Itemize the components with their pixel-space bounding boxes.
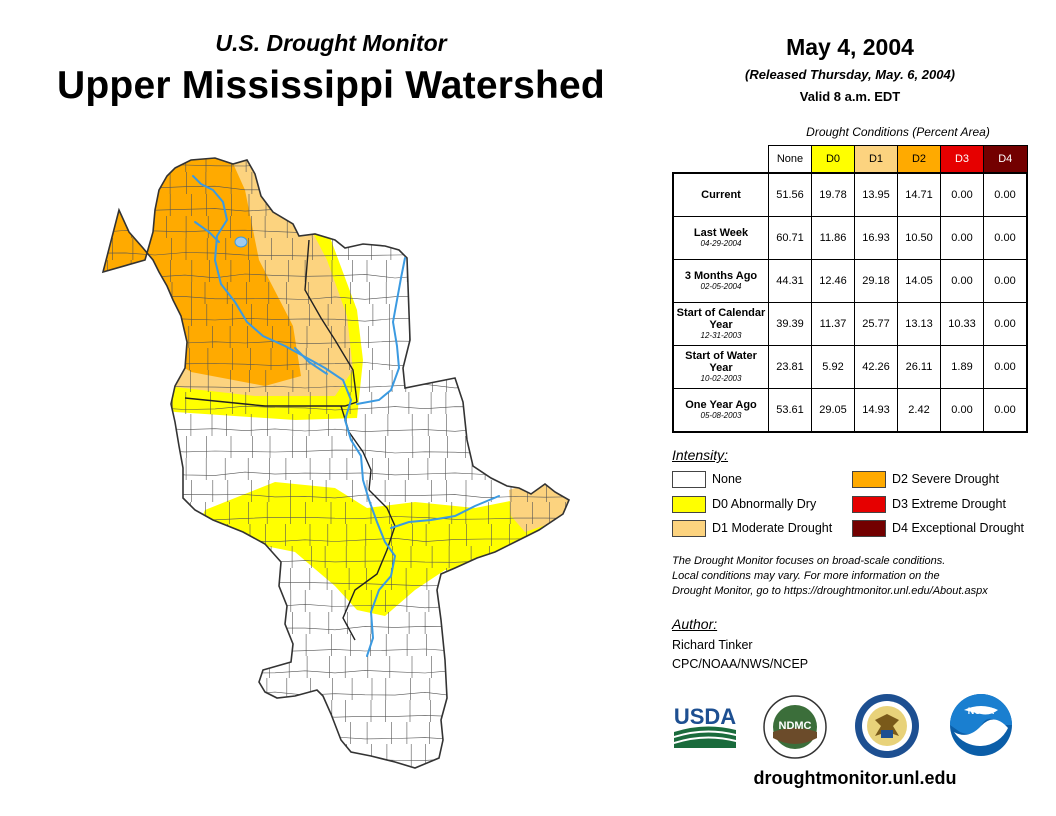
table-cell: 0.00 <box>940 172 984 217</box>
table-cell: 29.05 <box>811 388 855 433</box>
column-header-d0: D0 <box>811 145 855 174</box>
table-cell: 11.86 <box>811 216 855 260</box>
row-label: Start of Calendar Year 12-31-2003 <box>672 302 769 346</box>
map-date: May 4, 2004 <box>786 34 914 60</box>
table-cell: 10.50 <box>897 216 941 260</box>
table-cell: 12.46 <box>811 259 855 303</box>
column-header-d1: D1 <box>854 145 898 174</box>
ndmc-logo-text: NDMC <box>779 720 812 732</box>
table-cell: 19.78 <box>811 172 855 217</box>
legend-label-d2: D2 Severe Drought <box>892 472 1000 486</box>
table-cell: 13.13 <box>897 302 941 346</box>
table-cell: 29.18 <box>854 259 898 303</box>
table-cell: 0.00 <box>940 388 984 433</box>
intensity-title: Intensity: <box>672 447 729 463</box>
table-row: Current 51.56 19.78 13.95 14.71 0.00 0.0… <box>672 172 1028 217</box>
table-cell: 0.00 <box>983 259 1028 303</box>
legend-label-none: None <box>712 472 742 486</box>
table-cell: 0.00 <box>983 216 1028 260</box>
legend-label-d1: D1 Moderate Drought <box>712 521 833 535</box>
table-cell: 0.00 <box>983 172 1028 217</box>
legend-label-d3: D3 Extreme Drought <box>892 497 1006 511</box>
row-date: 04-29-2004 <box>700 239 742 248</box>
release-date: (Released Thursday, May. 6, 2004) <box>744 67 956 82</box>
table-cell: 14.93 <box>854 388 898 433</box>
legend-swatch-d2 <box>852 471 886 488</box>
note-line: The Drought Monitor focuses on broad-sca… <box>672 555 946 567</box>
table-cell: 11.37 <box>811 302 855 346</box>
table-cell: 23.81 <box>768 345 812 389</box>
table-cell: 0.00 <box>940 259 984 303</box>
noaa-logo: NOAA <box>950 694 1012 756</box>
table-cell: 0.00 <box>983 345 1028 389</box>
row-label: Start of Water Year 10-02-2003 <box>672 345 769 389</box>
row-label: Last Week 04-29-2004 <box>672 216 769 260</box>
note-line: Local conditions may vary. For more info… <box>672 570 940 582</box>
disclaimer-note: The Drought Monitor focuses on broad-sca… <box>672 554 1052 599</box>
table-cell: 0.00 <box>983 302 1028 346</box>
author-name: Richard Tinker <box>672 638 753 652</box>
legend-swatch-d1 <box>672 520 706 537</box>
table-cell: 0.00 <box>983 388 1028 433</box>
row-date: 05-08-2003 <box>700 411 742 420</box>
table-row: One Year Ago 05-08-2003 53.61 29.05 14.93… <box>672 388 1028 433</box>
legend-label-d4: D4 Exceptional Drought <box>892 521 1025 535</box>
table-cell: 42.26 <box>854 345 898 389</box>
column-header-d2: D2 <box>897 145 941 174</box>
table-cell: 16.93 <box>854 216 898 260</box>
row-date: 10-02-2003 <box>700 374 742 383</box>
ndmc-logo: NDMC <box>763 695 827 759</box>
map-title: Upper Mississippi Watershed <box>57 64 605 107</box>
table-cell: 51.56 <box>768 172 812 217</box>
table-cell: 5.92 <box>811 345 855 389</box>
column-header-none: None <box>768 145 812 174</box>
table-cell: 1.89 <box>940 345 984 389</box>
table-corner <box>673 146 769 174</box>
table-cell: 14.05 <box>897 259 941 303</box>
table-cell: 13.95 <box>854 172 898 217</box>
usda-logo-text: USDA <box>674 704 736 729</box>
table-row: 3 Months Ago 02-05-2004 44.31 12.46 29.18… <box>672 259 1028 303</box>
table-cell: 2.42 <box>897 388 941 433</box>
row-date: 02-05-2004 <box>700 282 742 291</box>
legend-swatch-d3 <box>852 496 886 513</box>
table-cell: 44.31 <box>768 259 812 303</box>
table-cell: 25.77 <box>854 302 898 346</box>
legend-swatch-d0 <box>672 496 706 513</box>
author-title: Author: <box>672 616 718 632</box>
conditions-title: Drought Conditions (Percent Area) <box>806 125 990 139</box>
legend-label-d0: D0 Abnormally Dry <box>712 497 817 511</box>
table-cell: 60.71 <box>768 216 812 260</box>
table-header-row: None D0 D1 D2 D3 D4 <box>673 145 1028 174</box>
commerce-seal-logo <box>855 694 919 758</box>
legend-swatch-none <box>672 471 706 488</box>
table-cell: 10.33 <box>940 302 984 346</box>
conditions-table: None D0 D1 D2 D3 D4 Current 51.56 19.78 … <box>672 145 1028 433</box>
table-cell: 39.39 <box>768 302 812 346</box>
row-label: One Year Ago 05-08-2003 <box>672 388 769 433</box>
website-link[interactable]: droughtmonitor.unl.edu <box>753 768 957 788</box>
author-org: CPC/NOAA/NWS/NCEP <box>672 657 809 671</box>
row-label: Current <box>672 172 769 217</box>
usda-logo: USDA <box>674 704 736 748</box>
row-date: 12-31-2003 <box>700 331 742 340</box>
drought-map <box>102 157 570 769</box>
legend-swatch-d4 <box>852 520 886 537</box>
row-label: 3 Months Ago 02-05-2004 <box>672 259 769 303</box>
note-line: Drought Monitor, go to https://droughtmo… <box>672 585 988 597</box>
table-cell: 53.61 <box>768 388 812 433</box>
column-header-d4: D4 <box>983 145 1028 174</box>
table-row: Last Week 04-29-2004 60.71 11.86 16.93 10… <box>672 216 1028 260</box>
table-cell: 26.11 <box>897 345 941 389</box>
noaa-logo-text: NOAA <box>968 706 995 716</box>
table-row: Start of Calendar Year 12-31-2003 39.39 1… <box>672 302 1028 346</box>
table-cell: 0.00 <box>940 216 984 260</box>
map-subtitle: U.S. Drought Monitor <box>215 30 447 56</box>
table-cell: 14.71 <box>897 172 941 217</box>
table-row: Start of Water Year 10-02-2003 23.81 5.92… <box>672 345 1028 389</box>
column-header-d3: D3 <box>940 145 984 174</box>
valid-time: Valid 8 a.m. EDT <box>799 89 901 104</box>
